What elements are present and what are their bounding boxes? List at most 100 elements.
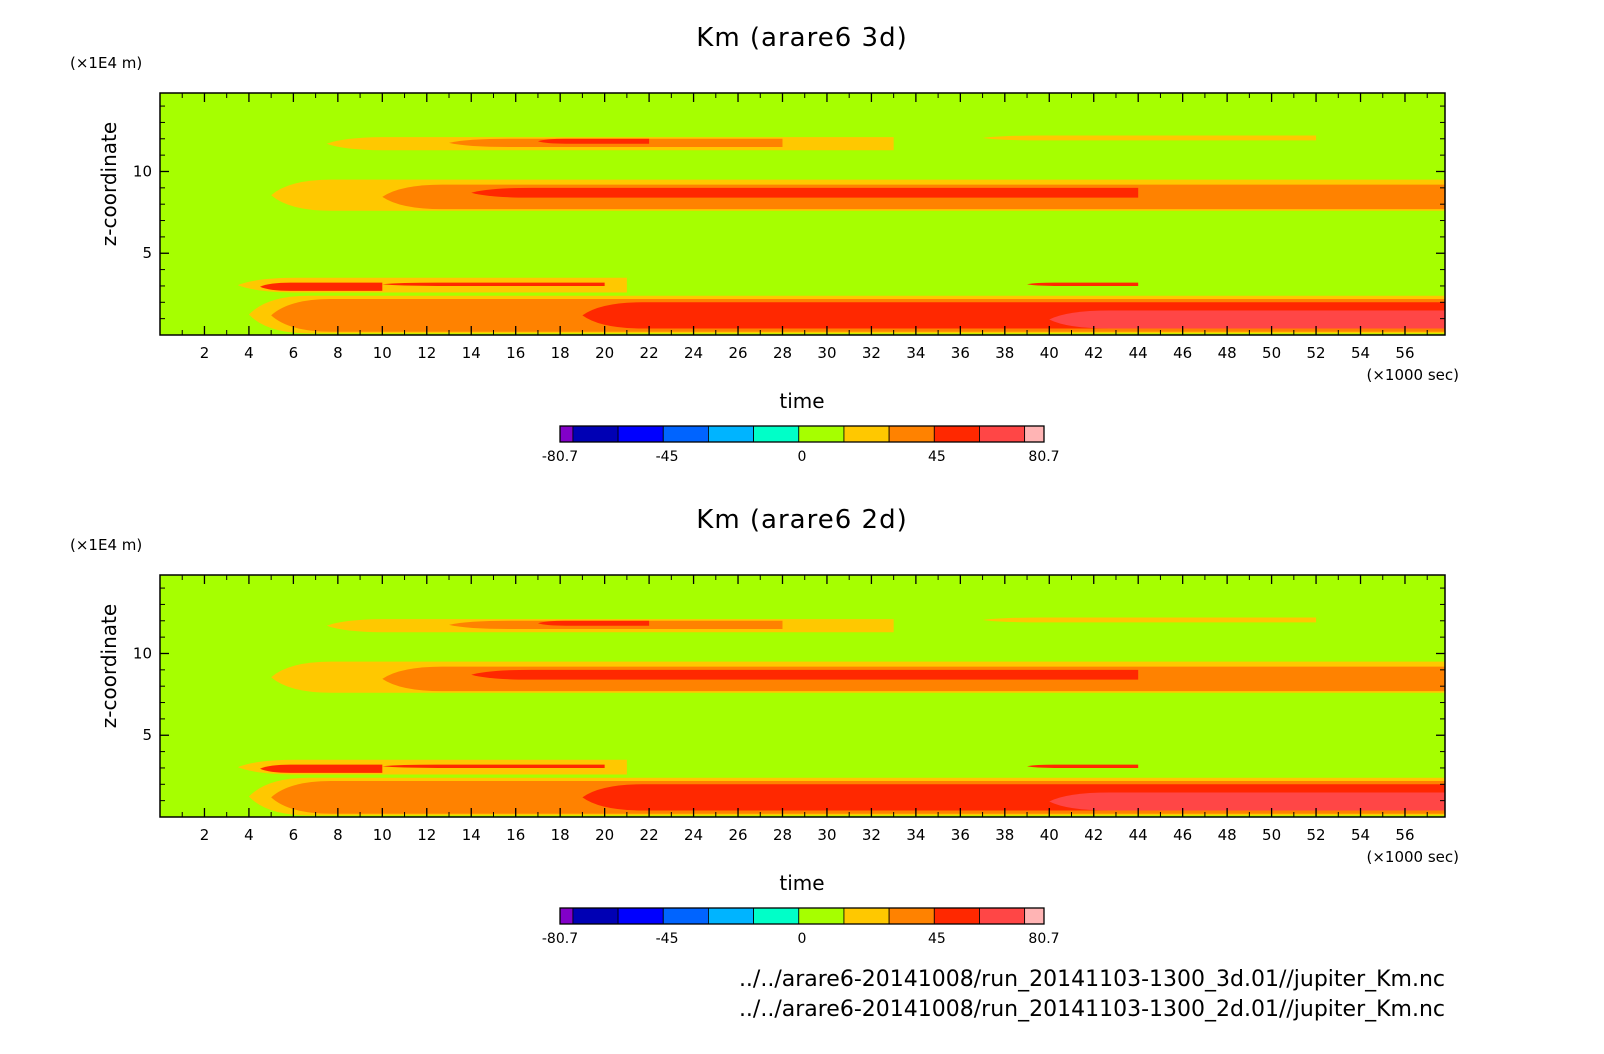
contour-fill-group [237,135,1445,334]
x-unit-label: (×1000 sec) [1366,366,1459,384]
x-tick-label: 54 [1351,344,1370,362]
x-tick-label: 8 [333,826,343,844]
colorbar-tick-label: -80.7 [542,449,578,465]
contour-band [382,282,605,286]
y-tick-label: 10 [133,162,152,180]
colorbar-swatch [843,425,890,443]
x-tick-label: 28 [773,344,792,362]
x-tick-label: 8 [333,344,343,362]
colorbar-swatch [572,425,619,443]
x-tick-label: 16 [506,344,525,362]
colorbar-tick-label: -80.7 [542,931,578,947]
x-tick-label: 4 [244,344,254,362]
colorbar-swatch [708,907,755,925]
x-tick-label: 14 [462,344,481,362]
colorbar-swatch [753,425,800,443]
panel-2: Km (arare6 2d)(×1E4 m)2 4 6 8 10 12 14 16 18 20 22… [70,505,1459,947]
x-tick-label: 20 [595,826,614,844]
colorbar-tick-label: 0 [798,449,807,465]
colorbar-swatch [979,907,1026,925]
colorbar-swatch [1024,425,1045,443]
colorbar: -80.7 -45 0 45 80.7 [542,425,1060,465]
contour-band [1027,282,1139,286]
contour-band [1049,310,1445,329]
x-tick-label: 48 [1218,344,1237,362]
x-tick-label: 14 [462,826,481,844]
colorbar-tick-label: 80.7 [1028,449,1059,465]
colorbar-tick-label: -45 [656,449,679,465]
x-tick-label: 46 [1173,344,1192,362]
x-tick-label: 52 [1307,826,1326,844]
x-axis-label: time [779,871,824,895]
x-tick-label: 10 [373,344,392,362]
colorbar-swatch [753,907,800,925]
x-tick-label: 22 [640,344,659,362]
contour-band [537,620,650,626]
contour-band [260,282,383,291]
x-tick-label: 18 [551,344,570,362]
colorbar-tick-label: 45 [928,931,946,947]
colorbar: -80.7 -45 0 45 80.7 [542,907,1060,947]
y-axis-label: z-coordinate [97,604,121,728]
colorbar-swatch [798,425,845,443]
x-tick-label: 24 [684,344,703,362]
colorbar-swatch [559,425,574,443]
colorbar-tick-label: 45 [928,449,946,465]
x-tick-label: 56 [1395,344,1414,362]
x-tick-label: 30 [817,344,836,362]
colorbar-tick-label: 80.7 [1028,931,1059,947]
x-tick-label: 38 [995,344,1014,362]
x-tick-label: 22 [640,826,659,844]
x-tick-label: 28 [773,826,792,844]
colorbar-swatch [933,425,980,443]
x-tick-label: 44 [1129,826,1148,844]
contour-fill-group [237,617,1445,816]
plot-frame [159,574,1446,818]
x-tick-label: 38 [995,826,1014,844]
x-tick-label: 50 [1262,344,1281,362]
colorbar-swatch [617,907,664,925]
x-tick-label: 26 [728,826,747,844]
x-tick-label: 42 [1084,344,1103,362]
contour-band [537,138,650,144]
colorbar-swatch [979,425,1026,443]
footer-file-path-2d: ../../arare6-20141008/run_20141103-1300_… [739,997,1445,1022]
contour-band [1027,764,1139,768]
colorbar-swatch [798,907,845,925]
x-tick-label: 56 [1395,826,1414,844]
colorbar-tick-label: -45 [656,931,679,947]
x-tick-label: 6 [289,344,299,362]
y-tick-label: 5 [142,726,152,744]
x-tick-label: 2 [200,826,210,844]
x-tick-label: 2 [200,344,210,362]
x-tick-label: 44 [1129,344,1148,362]
x-tick-label: 40 [1040,826,1059,844]
x-tick-label: 46 [1173,826,1192,844]
y-unit-label: (×1E4 m) [70,54,142,72]
colorbar-swatch [617,425,664,443]
x-tick-label: 50 [1262,826,1281,844]
x-tick-label: 10 [373,826,392,844]
colorbar-swatch [572,907,619,925]
contour-band [982,135,1317,141]
colorbar-swatch [662,425,709,443]
contour-band [982,617,1317,623]
x-tick-label: 18 [551,826,570,844]
colorbar-swatch [708,425,755,443]
x-tick-label: 6 [289,826,299,844]
x-tick-label: 36 [951,826,970,844]
x-tick-label: 12 [417,344,436,362]
x-tick-label: 34 [906,344,925,362]
x-tick-label: 36 [951,344,970,362]
y-unit-label: (×1E4 m) [70,536,142,554]
x-tick-label: 4 [244,826,254,844]
y-tick-label: 10 [133,644,152,662]
colorbar-frame [559,907,1045,925]
x-tick-label: 34 [906,826,925,844]
colorbar-swatch [933,907,980,925]
x-tick-label: 40 [1040,344,1059,362]
plot-background [160,93,1445,335]
x-axis-label: time [779,389,824,413]
colorbar-swatch [559,907,574,925]
